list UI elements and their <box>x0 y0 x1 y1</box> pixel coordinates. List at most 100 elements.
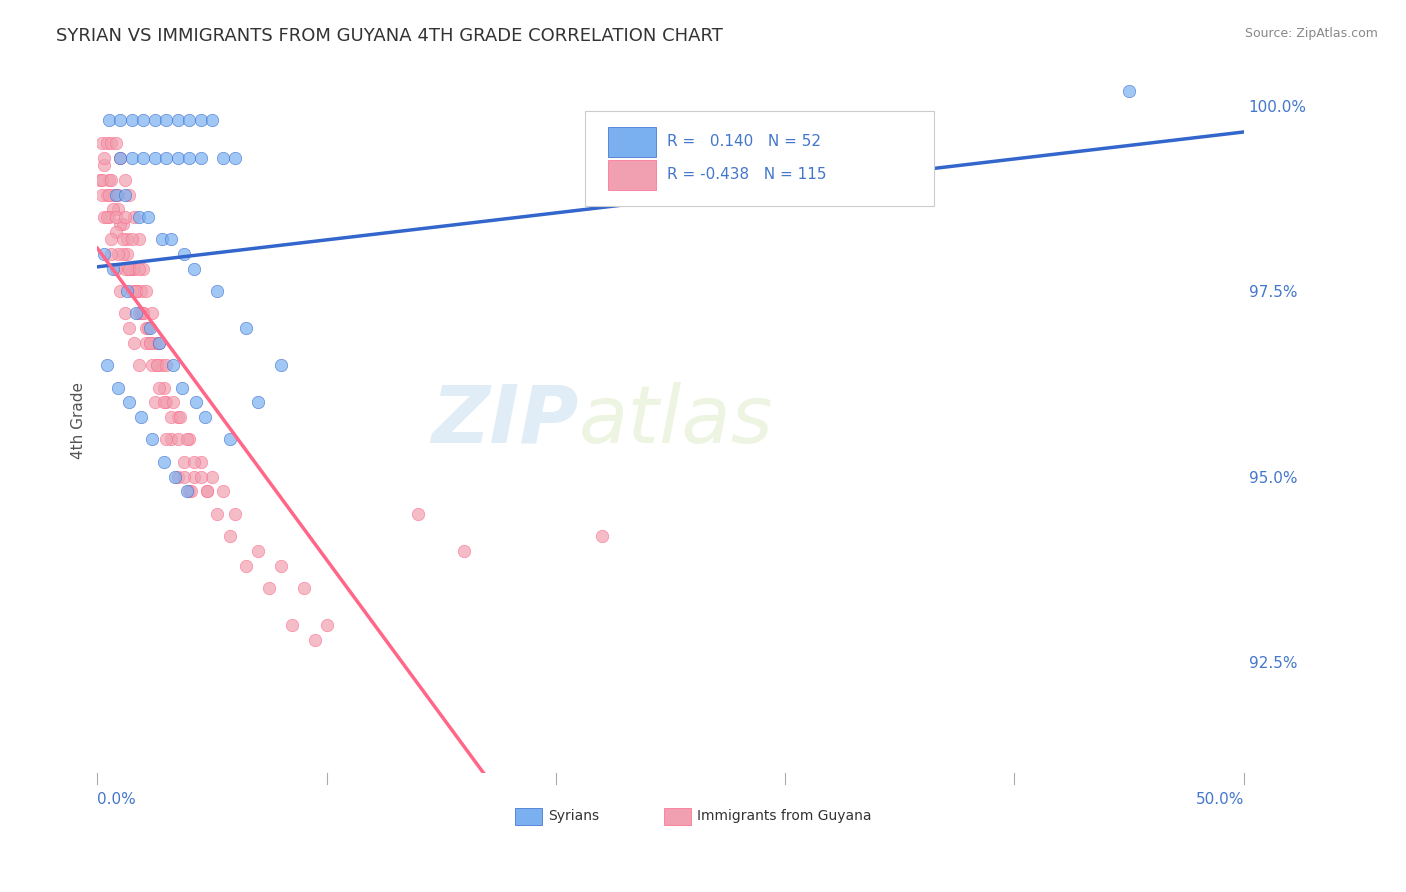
Point <box>235 558 257 573</box>
Point <box>107 187 129 202</box>
Point <box>219 433 242 447</box>
Point <box>591 529 613 543</box>
Point <box>205 507 228 521</box>
Text: atlas: atlas <box>579 382 773 460</box>
Point <box>110 151 132 165</box>
Point <box>104 261 127 276</box>
Point <box>111 247 134 261</box>
Point <box>118 395 141 409</box>
Point <box>110 284 132 298</box>
Point <box>183 469 205 483</box>
Point <box>103 261 125 276</box>
Point <box>143 151 166 165</box>
Point <box>197 484 219 499</box>
Point <box>212 151 235 165</box>
Point <box>176 484 198 499</box>
Point <box>110 113 132 128</box>
Point <box>166 113 188 128</box>
Point <box>235 321 257 335</box>
Point <box>165 469 187 483</box>
Point <box>129 284 152 298</box>
Point <box>173 455 195 469</box>
Point <box>212 484 235 499</box>
Point <box>96 187 118 202</box>
Point <box>100 247 122 261</box>
Point <box>97 173 120 187</box>
Point <box>177 113 200 128</box>
Text: R =   0.140   N = 52: R = 0.140 N = 52 <box>666 135 821 149</box>
Point <box>110 151 132 165</box>
Point <box>89 173 111 187</box>
Point <box>139 336 162 351</box>
Text: 0.0%: 0.0% <box>97 792 136 807</box>
Point <box>114 173 136 187</box>
Point <box>166 433 188 447</box>
Point <box>166 151 188 165</box>
Point <box>148 336 170 351</box>
Point <box>141 433 163 447</box>
Point <box>153 380 176 394</box>
Text: R = -0.438   N = 115: R = -0.438 N = 115 <box>666 168 827 183</box>
Point <box>104 187 127 202</box>
Point <box>224 151 246 165</box>
Point <box>93 210 115 224</box>
Point <box>270 558 292 573</box>
Point <box>128 359 150 373</box>
Point <box>246 395 269 409</box>
Point <box>134 284 156 298</box>
Point <box>162 395 184 409</box>
Point <box>143 395 166 409</box>
Point <box>114 210 136 224</box>
Point <box>173 247 195 261</box>
FancyBboxPatch shape <box>664 808 692 825</box>
Point <box>107 202 129 217</box>
Point <box>162 359 184 373</box>
Point <box>104 225 127 239</box>
Point <box>194 410 217 425</box>
Point <box>143 113 166 128</box>
Point <box>159 410 181 425</box>
Point <box>114 306 136 320</box>
Point <box>148 380 170 394</box>
Point <box>91 187 114 202</box>
Point <box>1118 84 1140 98</box>
Point <box>183 261 205 276</box>
FancyBboxPatch shape <box>607 161 655 190</box>
Point <box>132 306 155 320</box>
Point <box>121 284 143 298</box>
Point <box>259 581 281 595</box>
FancyBboxPatch shape <box>585 111 934 206</box>
Point <box>110 217 132 231</box>
Point <box>121 232 143 246</box>
Text: Syrians: Syrians <box>548 809 599 822</box>
Point <box>190 469 212 483</box>
Point <box>143 336 166 351</box>
Point <box>128 232 150 246</box>
Point <box>128 261 150 276</box>
Point <box>132 261 155 276</box>
Point <box>177 433 200 447</box>
Point <box>180 484 202 499</box>
Point <box>118 187 141 202</box>
Point <box>132 151 155 165</box>
Point <box>190 151 212 165</box>
Point <box>159 232 181 246</box>
Point <box>121 261 143 276</box>
Point <box>139 321 162 335</box>
Point <box>118 261 141 276</box>
Y-axis label: 4th Grade: 4th Grade <box>72 383 86 459</box>
Point <box>128 210 150 224</box>
Point <box>100 173 122 187</box>
FancyBboxPatch shape <box>607 127 655 157</box>
Point <box>219 529 242 543</box>
Point <box>190 113 212 128</box>
Text: Source: ZipAtlas.com: Source: ZipAtlas.com <box>1244 27 1378 40</box>
Point <box>103 202 125 217</box>
Point <box>177 484 200 499</box>
Point <box>134 336 156 351</box>
Point <box>93 151 115 165</box>
Point <box>205 284 228 298</box>
Point <box>132 113 155 128</box>
Point <box>122 261 145 276</box>
Point <box>177 151 200 165</box>
